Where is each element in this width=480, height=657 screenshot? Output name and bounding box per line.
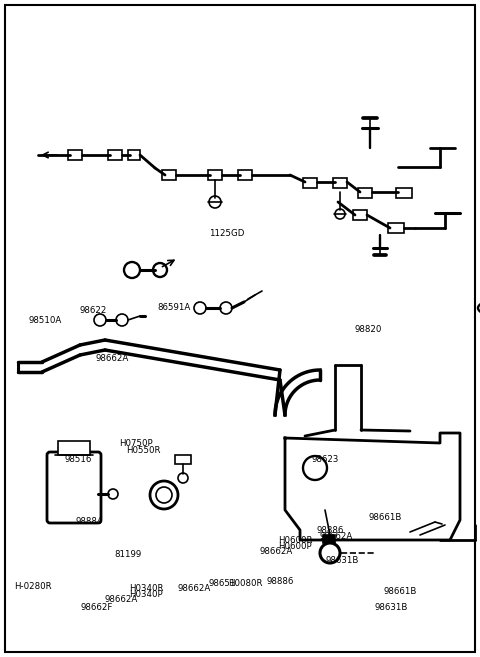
Text: 98631B: 98631B <box>374 602 408 612</box>
Text: 98886: 98886 <box>317 526 344 535</box>
Circle shape <box>94 314 106 326</box>
Text: 98661B: 98661B <box>384 587 418 597</box>
Bar <box>396 188 412 198</box>
Circle shape <box>108 489 118 499</box>
Text: 98662A: 98662A <box>259 547 292 556</box>
Bar <box>388 223 404 233</box>
Text: 98662A: 98662A <box>95 354 128 363</box>
Text: 98884: 98884 <box>76 516 103 526</box>
Text: 98820: 98820 <box>354 325 382 334</box>
Text: 98623: 98623 <box>312 455 339 464</box>
Text: H0600R: H0600R <box>278 536 313 545</box>
Text: 98622: 98622 <box>79 306 107 315</box>
Bar <box>108 150 122 160</box>
Bar <box>128 150 140 160</box>
Text: H0550R: H0550R <box>126 446 160 455</box>
Circle shape <box>116 314 128 326</box>
Text: 98516: 98516 <box>65 455 92 464</box>
Circle shape <box>153 263 167 277</box>
Bar <box>162 170 176 180</box>
Circle shape <box>220 302 232 314</box>
Text: H0340R: H0340R <box>129 584 163 593</box>
Bar <box>333 178 347 188</box>
Text: 98662A: 98662A <box>178 583 211 593</box>
Circle shape <box>194 302 206 314</box>
FancyBboxPatch shape <box>47 452 101 523</box>
Text: 81199: 81199 <box>114 550 142 559</box>
Text: 98662A: 98662A <box>319 532 352 541</box>
Text: H0080R: H0080R <box>228 579 263 588</box>
Circle shape <box>124 262 140 278</box>
Text: 98510A: 98510A <box>29 316 62 325</box>
Circle shape <box>209 196 221 208</box>
Circle shape <box>320 543 340 563</box>
Text: 98662F: 98662F <box>81 602 113 612</box>
Bar <box>323 535 335 543</box>
Bar <box>358 188 372 198</box>
Circle shape <box>335 209 345 219</box>
Text: H-0280R: H-0280R <box>14 581 52 591</box>
Text: 98631B: 98631B <box>325 556 359 565</box>
Text: H0750P: H0750P <box>119 439 153 448</box>
Bar <box>303 178 317 188</box>
Bar <box>353 210 367 220</box>
Bar <box>238 170 252 180</box>
Bar <box>58 441 90 455</box>
Circle shape <box>178 473 188 483</box>
Text: 98661B: 98661B <box>369 512 402 522</box>
Text: 98886: 98886 <box>266 577 294 586</box>
Circle shape <box>303 456 327 480</box>
Bar <box>325 548 335 558</box>
Text: 1125GD: 1125GD <box>209 229 244 238</box>
Circle shape <box>156 487 172 503</box>
Text: 98662A: 98662A <box>105 595 138 604</box>
Bar <box>175 455 191 464</box>
Text: H0340P: H0340P <box>129 590 162 599</box>
Circle shape <box>150 481 178 509</box>
Text: H0600P: H0600P <box>278 542 312 551</box>
Text: 86591A: 86591A <box>157 303 191 312</box>
Ellipse shape <box>478 300 480 316</box>
Text: 98651: 98651 <box>209 579 236 588</box>
Bar <box>68 150 82 160</box>
Bar <box>208 170 222 180</box>
